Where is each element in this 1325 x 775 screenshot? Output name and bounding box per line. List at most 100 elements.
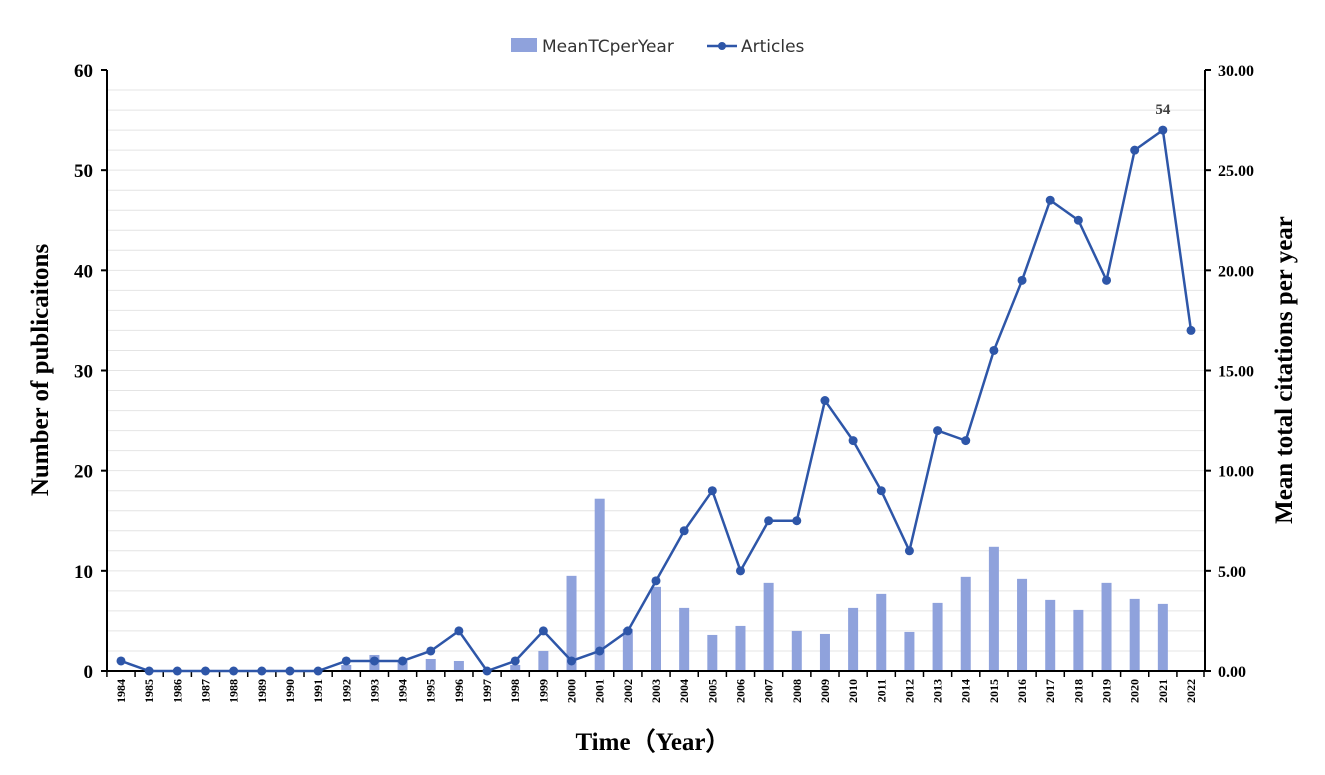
point-2019	[1102, 275, 1112, 285]
y-tick-label-left: 30	[74, 362, 93, 383]
bar-1996	[453, 660, 464, 671]
x-tick-label-1998: 1998	[508, 679, 522, 703]
legend-label-line: Articles	[741, 37, 805, 57]
point-2020	[1130, 145, 1140, 155]
bar-2010	[848, 607, 859, 671]
point-2010	[848, 436, 858, 446]
bar-2002	[622, 628, 633, 671]
y-tick-label-right: 30.00	[1218, 63, 1254, 80]
bar-2011	[876, 593, 887, 671]
x-tick-label-2022: 2022	[1184, 679, 1198, 703]
point-1986	[172, 666, 182, 676]
line-series: 54	[116, 102, 1196, 676]
x-tick-label-1999: 1999	[536, 679, 550, 703]
legend-label-bar: MeanTCperYear	[542, 37, 674, 57]
x-tick-label-2018: 2018	[1071, 679, 1085, 703]
point-1992	[341, 656, 351, 666]
bar-1994	[397, 660, 408, 671]
x-tick-label-2004: 2004	[677, 679, 691, 703]
bar-2008	[791, 630, 802, 671]
point-2022	[1186, 325, 1196, 335]
y-tick-label-right: 25.00	[1218, 163, 1254, 180]
bar-1995	[425, 658, 436, 671]
x-tick-label-2005: 2005	[705, 679, 719, 703]
point-1996	[454, 626, 464, 636]
x-tick-label-1993: 1993	[367, 679, 381, 703]
y-tick-label-right: 15.00	[1218, 364, 1254, 381]
x-tick-label-2008: 2008	[790, 679, 804, 703]
point-2005	[707, 486, 717, 496]
y-tick-label-left: 60	[74, 61, 93, 82]
x-tick-label-2003: 2003	[649, 679, 663, 703]
point-2004	[679, 526, 689, 536]
x-tick-label-1988: 1988	[227, 679, 241, 703]
bar-2012	[904, 631, 915, 671]
x-tick-label-1997: 1997	[480, 679, 494, 703]
bar-2004	[679, 607, 690, 671]
y-tick-label-right: 10.00	[1218, 464, 1254, 481]
tick-labels: 0 10 20 30 40 50 60 0.00 5.00 10.00 15.00 20.00 25.0…	[74, 61, 1254, 703]
point-2021	[1158, 125, 1168, 135]
bar-2006	[735, 625, 746, 671]
x-tick-label-2001: 2001	[593, 679, 607, 703]
point-2013	[933, 426, 943, 436]
point-2006	[735, 566, 745, 576]
point-1995	[426, 646, 436, 656]
point-2001	[595, 646, 605, 656]
x-tick-label-2000: 2000	[565, 679, 579, 703]
point-2009	[820, 396, 830, 406]
x-tick-label-2012: 2012	[902, 679, 916, 703]
bar-2015	[988, 546, 999, 671]
point-1987	[200, 666, 210, 676]
bar-2001	[594, 498, 605, 671]
x-tick-label-1984: 1984	[114, 679, 128, 703]
point-2014	[961, 436, 971, 446]
legend-swatch-marker	[718, 42, 726, 50]
point-2015	[989, 345, 999, 355]
x-tick-label-1995: 1995	[424, 679, 438, 703]
axes	[101, 69, 1211, 677]
y-tick-label-left: 0	[84, 662, 94, 683]
y-tick-label-left: 20	[74, 462, 93, 483]
point-1989	[257, 666, 267, 676]
x-tick-label-1989: 1989	[255, 679, 269, 703]
bar-1992	[341, 664, 352, 671]
x-tick-label-2007: 2007	[762, 679, 776, 703]
point-2000	[567, 656, 577, 666]
x-tick-label-1994: 1994	[396, 679, 410, 703]
bar-2014	[960, 576, 971, 671]
point-1994	[398, 656, 408, 666]
point-1991	[313, 666, 323, 676]
bar-2021	[1157, 603, 1168, 671]
x-tick-label-2010: 2010	[846, 679, 860, 703]
x-tick-label-2011: 2011	[874, 679, 888, 702]
point-1990	[285, 666, 295, 676]
legend-swatch-bar	[511, 38, 537, 52]
y-tick-label-right: 5.00	[1218, 564, 1246, 581]
x-tick-label-2015: 2015	[987, 679, 1001, 703]
x-tick-label-1987: 1987	[198, 679, 212, 703]
x-tick-label-2006: 2006	[733, 679, 747, 703]
point-1998	[510, 656, 520, 666]
point-1999	[538, 626, 548, 636]
bar-series	[341, 498, 1168, 671]
point-1997	[482, 666, 492, 676]
x-tick-label-2017: 2017	[1043, 679, 1057, 703]
point-2008	[792, 516, 802, 526]
bar-1998	[510, 664, 521, 671]
bar-2020	[1129, 598, 1140, 671]
point-2007	[764, 516, 774, 526]
bar-2000	[566, 575, 577, 671]
bar-2009	[819, 633, 830, 671]
y-tick-label-left: 10	[74, 562, 93, 583]
y-tick-label-left: 50	[74, 161, 93, 182]
bar-2013	[932, 602, 943, 671]
point-1988	[229, 666, 239, 676]
x-tick-label-1986: 1986	[170, 679, 184, 703]
point-2002	[623, 626, 633, 636]
x-tick-label-2014: 2014	[959, 679, 973, 703]
y-axis-title-right: Mean total citations per year	[1271, 216, 1298, 524]
x-tick-label-2009: 2009	[818, 679, 832, 703]
point-2003	[651, 576, 661, 586]
x-tick-label-2019: 2019	[1100, 679, 1114, 703]
